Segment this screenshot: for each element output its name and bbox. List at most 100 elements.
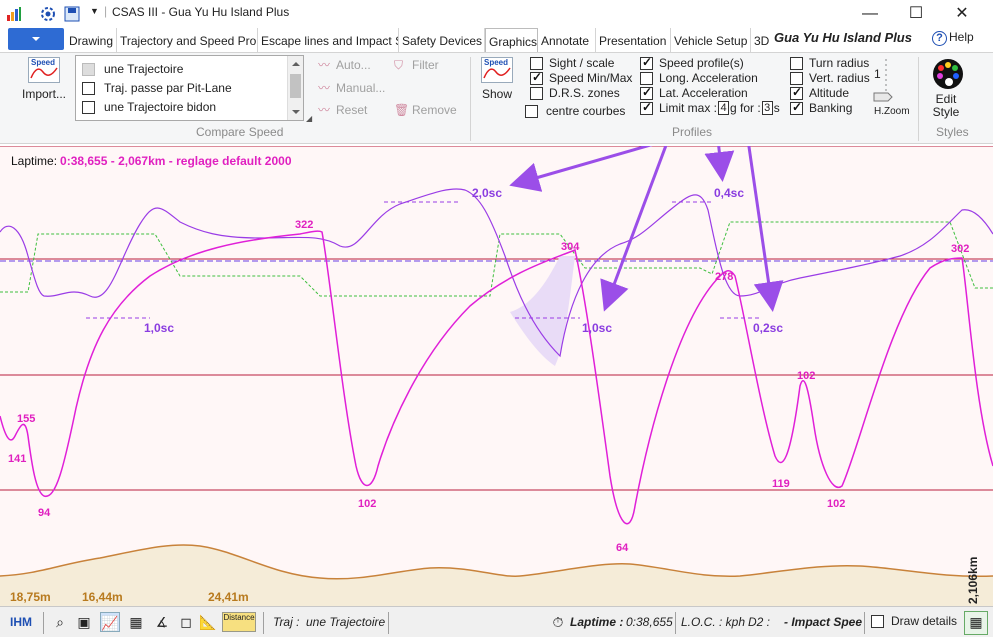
group-launcher-icon[interactable]: ◢ [306,114,313,123]
sight-scale-checkbox[interactable] [530,56,543,70]
help-button[interactable]: ? Help [932,30,974,46]
centre-courbes-checkbox[interactable] [525,104,538,118]
banking-option[interactable]: Banking [790,100,852,115]
remove-button[interactable]: 🗑 Remove [394,103,457,117]
tab-vehicle-setup[interactable]: Vehicle Setup [671,28,751,52]
altitude-area [0,544,993,606]
speed-profiles-checkbox[interactable] [640,55,653,70]
speed-chart-icon: Speed [28,57,60,83]
sight-scale-option[interactable]: Sight / scale [530,56,614,70]
limit-max-option[interactable]: Limit max : 4 g for : 3 s [640,100,780,115]
compare-checkbox[interactable] [82,81,95,95]
chart-tool-icon[interactable]: ▦ [129,614,143,630]
altitude-checkbox[interactable] [790,85,803,100]
turn-radius-option[interactable]: Turn radius [790,56,869,70]
list-item-label: une Trajectoire [104,62,184,76]
ihm-button[interactable]: IHM [10,615,32,629]
long-acceleration-option[interactable]: Long. Acceleration [640,71,758,85]
tab-escape-lines[interactable]: Escape lines and Impact S [258,28,399,52]
sight-scale-label: Sight / scale [549,56,615,70]
speed-graph[interactable]: 141 155 94 322 102 304 64 278 119 102 10… [0,146,993,606]
auto-button[interactable]: 〰 Auto... [318,58,371,72]
compare-checkbox[interactable] [82,100,95,114]
lat-acceleration-checkbox[interactable] [640,85,653,100]
scroll-up-icon[interactable] [292,62,300,66]
vert-radius-checkbox[interactable] [790,71,803,85]
speed-minmax-option[interactable]: Speed Min/Max [530,70,632,85]
list-scrollbar[interactable] [287,56,303,120]
altitude-line [0,544,993,580]
speed-minmax-checkbox[interactable] [530,70,543,85]
maximize-button[interactable]: ☐ [908,5,924,22]
file-menu-button[interactable] [8,28,64,50]
limit-max-checkbox[interactable] [640,100,653,115]
filter-button[interactable]: ⛉ Filter [394,58,439,72]
time-annotation: 2,0sc [472,186,502,200]
tab-drawing[interactable]: Drawing [66,28,117,52]
distance-tool-button[interactable]: Distance [222,612,256,632]
traj-label: Traj : [273,615,300,629]
limit-s-input[interactable]: 3 [761,101,773,115]
list-item[interactable]: une Trajectoire bidon [82,98,216,116]
vert-radius-option[interactable]: Vert. radius [790,71,870,85]
drs-zones-checkbox[interactable] [530,86,543,100]
edit-style-button[interactable]: Edit Style [926,57,970,119]
tab-3d[interactable]: 3D [754,34,770,48]
reset-button[interactable]: 〰 Reset [318,103,367,117]
centre-courbes-option[interactable]: centre courbes [525,104,625,118]
close-button[interactable]: ✕ [955,5,969,22]
turn-radius-checkbox[interactable] [790,56,803,70]
scroll-thumb[interactable] [290,74,301,98]
list-item[interactable]: Traj. passe par Pit-Lane [82,79,232,97]
tab-annotate[interactable]: Annotate [538,28,596,52]
ruler-tool-icon[interactable]: 📐 [199,614,217,630]
compare-speed-list[interactable]: une Trajectoire Traj. passe par Pit-Lane… [75,55,304,121]
save-layout-icon[interactable] [64,6,82,22]
angle-tool-icon[interactable]: ∡ [155,614,169,630]
tab-graphics[interactable]: Graphics [485,28,538,52]
drs-zones-label: D.R.S. zones [549,86,620,100]
banking-line [0,221,993,297]
grid-view-icon[interactable]: ▦ [964,611,988,635]
tab-presentation[interactable]: Presentation [596,28,671,52]
altitude-label: Altitude [809,86,850,100]
filter-icon: ⛉ [394,58,404,72]
long-acceleration-checkbox[interactable] [640,71,653,85]
list-item[interactable]: une Trajectoire [82,60,183,78]
drs-zones-option[interactable]: D.R.S. zones [530,86,620,100]
altitude-option[interactable]: Altitude [790,85,850,100]
show-button[interactable]: Speed Show [478,57,516,101]
scroll-down-icon[interactable] [292,110,300,114]
annotation-arrow [509,146,653,192]
cube-tool-icon[interactable]: ▣ [77,614,91,630]
traj-value: une Trajectoire [306,615,386,629]
import-button[interactable]: Speed Import... [18,57,70,101]
limit-g-input[interactable]: 4 [718,101,730,115]
tab-safety-devices[interactable]: Safety Devices [399,28,485,52]
minimize-button[interactable]: — [862,5,878,22]
filter-label: Filter [412,58,439,72]
compare-speed-group-label: Compare Speed [196,125,284,139]
status-bar: IHM ⌕ ▣ 📈 ▦ ∡ ◻ 📐 Distance Traj : une Tr… [0,606,993,637]
speed-profiles-option[interactable]: Speed profile(s) [640,55,744,70]
distance-label: 24,41m [208,590,249,604]
banking-checkbox[interactable] [790,100,803,115]
speed-label: 302 [951,243,969,255]
zoom-tool-icon[interactable]: ⌕ [56,614,64,630]
manual-button[interactable]: 〰 Manual... [318,81,385,95]
speed-label: 64 [616,542,629,554]
laptime-label: Laptime: [11,154,58,168]
lat-acceleration-option[interactable]: Lat. Acceleration [640,85,748,100]
frame-tool-icon[interactable]: ◻ [180,614,192,630]
draw-details-checkbox[interactable] [871,614,884,628]
stopwatch-icon: ⏱ [552,614,564,630]
reset-label: Reset [336,103,368,117]
settings-gear-icon[interactable] [40,6,56,22]
trash-icon: 🗑 [394,103,410,117]
draw-details-option[interactable]: Draw details [871,614,957,628]
quick-access-dropdown-icon[interactable]: ▼ [90,6,99,16]
tab-trajectory-speed[interactable]: Trajectory and Speed Pro [117,28,258,52]
graph-tool-icon[interactable]: 📈 [100,612,120,632]
hzoom-slider[interactable] [872,59,894,105]
compare-checkbox[interactable] [82,62,95,76]
